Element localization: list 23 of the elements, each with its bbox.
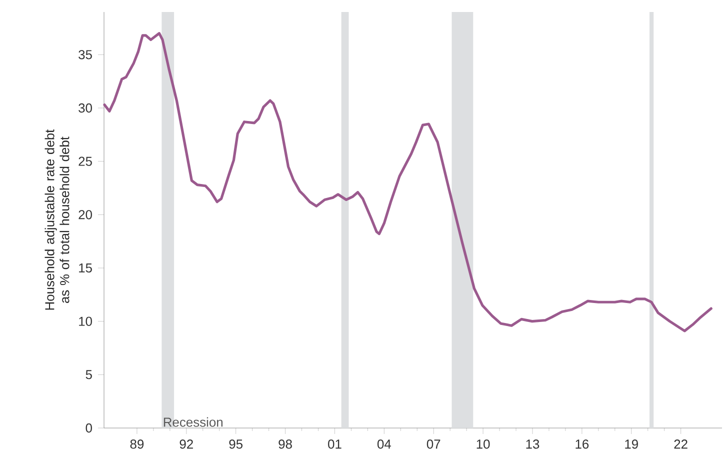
x-tick-label: 16 [576, 440, 589, 449]
x-tick-label: 19 [625, 440, 638, 449]
x-tick-label: 95 [229, 440, 242, 449]
x-tick-label: 92 [180, 440, 193, 449]
y-tick-label: 10 [79, 316, 92, 326]
y-tick-label: 0 [86, 423, 92, 433]
y-tick-label: 25 [78, 156, 92, 166]
x-tick-label: 10 [476, 440, 490, 449]
x-tick-label: 22 [674, 440, 688, 449]
y-tick-label: 15 [79, 263, 92, 273]
y-tick-label: 30 [78, 103, 92, 113]
x-tick-label: 04 [377, 440, 391, 449]
x-tick-label: 01 [328, 440, 342, 449]
x-tick-label: 07 [426, 440, 440, 449]
x-tick-label: 13 [526, 440, 540, 449]
y-tick-label: 20 [78, 210, 92, 220]
y-axis-title: Household adjustable rate debt as % of total household debt [44, 129, 70, 310]
line-series [103, 32, 712, 332]
x-tick-label: 89 [130, 440, 144, 449]
band-label: Recession [164, 417, 222, 427]
x-tick-label: 98 [278, 440, 292, 449]
y-tick-label: 35 [78, 50, 92, 60]
y-tick-label: 5 [86, 370, 92, 380]
